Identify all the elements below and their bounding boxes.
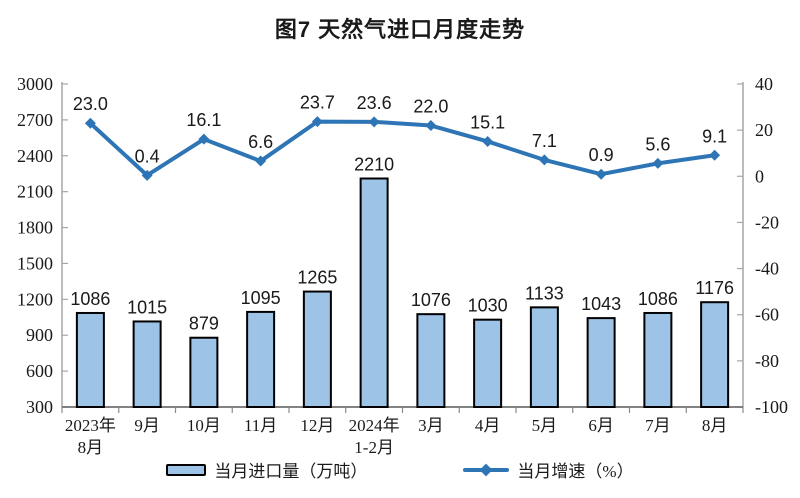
x-axis-category-label: 12月	[300, 416, 334, 435]
line-value-label: 7.1	[532, 131, 557, 151]
y-axis-right-tick-label: 20	[755, 120, 773, 140]
line-point-marker	[255, 155, 267, 167]
line-point-marker	[652, 157, 664, 169]
legend-label-import-volume: 当月进口量（万吨）	[214, 462, 368, 481]
line-point-marker	[595, 168, 607, 180]
y-axis-right-tick-label: -80	[755, 351, 779, 371]
x-axis-category-label: 2024年	[349, 416, 400, 435]
x-axis-category-label: 11月	[244, 416, 277, 435]
bar-value-label: 1176	[695, 278, 734, 298]
line-point-marker	[482, 135, 494, 147]
x-axis-category-label: 1-2月	[354, 438, 394, 457]
bar-value-label: 1086	[70, 289, 110, 309]
bar-import-volume	[416, 313, 446, 409]
y-axis-left-tick-label: 2100	[17, 182, 53, 202]
line-point-marker	[425, 120, 437, 132]
bar-value-label: 879	[189, 314, 219, 334]
bar-import-volume	[189, 336, 219, 408]
line-point-marker	[368, 116, 380, 128]
legend-label-growth-rate: 当月增速（%）	[517, 462, 634, 481]
y-axis-left-tick-label: 600	[26, 361, 53, 381]
y-axis-left-tick-label: 1800	[17, 218, 53, 238]
x-axis-category-label: 2023年	[65, 416, 116, 435]
x-axis-category-label: 8月	[702, 416, 728, 435]
line-value-label: 6.6	[248, 132, 273, 152]
bar-value-label: 1076	[411, 290, 451, 310]
y-axis-left-tick-label: 300	[26, 397, 53, 417]
y-axis-right-tick-label: 40	[755, 74, 773, 94]
bar-value-label: 1086	[638, 289, 678, 309]
bar-series-swatch-icon	[166, 463, 207, 476]
diamond-marker-icon	[480, 463, 493, 476]
line-value-label: 15.1	[470, 112, 505, 132]
line-point-marker	[538, 154, 550, 166]
line-value-label: 16.1	[186, 110, 221, 130]
bar-import-volume	[302, 290, 332, 408]
y-axis-left-tick-label: 900	[26, 325, 53, 345]
line-point-marker	[198, 133, 210, 145]
bar-import-volume	[586, 317, 616, 408]
bar-value-label: 1043	[581, 294, 621, 314]
line-point-marker	[709, 149, 721, 161]
line-value-label: 5.6	[645, 134, 670, 154]
y-axis-left-tick-label: 1200	[17, 289, 53, 309]
bar-value-label: 1030	[468, 296, 508, 316]
bar-import-volume	[643, 311, 673, 408]
growth-line	[88, 119, 717, 178]
y-axis-right-tick-label: 0	[755, 166, 764, 186]
bar-value-label: 2210	[354, 155, 394, 175]
bar-import-volume	[359, 177, 389, 408]
line-value-label: 0.4	[135, 146, 160, 166]
line-value-label: 23.0	[73, 94, 108, 114]
bar-value-label: 1133	[525, 283, 564, 303]
line-series-swatch-icon	[463, 463, 510, 476]
bar-import-volume	[246, 310, 276, 408]
line-value-label: 23.7	[300, 93, 335, 113]
y-axis-right-tick-label: -60	[755, 305, 779, 325]
bar-import-volume	[132, 320, 162, 408]
x-axis-category-label: 7月	[645, 416, 671, 435]
y-axis-right-tick-label: -100	[755, 397, 788, 417]
bar-import-volume	[75, 311, 105, 408]
y-axis-right-tick-label: -20	[755, 212, 779, 232]
line-value-label: 23.6	[357, 93, 392, 113]
x-axis-category-label: 3月	[418, 416, 444, 435]
y-axis-left-tick-label: 2700	[17, 110, 53, 130]
y-axis-left-tick-label: 1500	[17, 253, 53, 273]
line-value-label: 0.9	[589, 145, 614, 165]
bar-import-volume	[700, 301, 730, 408]
x-axis-category-label: 10月	[187, 416, 221, 435]
bar-import-volume	[473, 318, 503, 409]
bar-value-label: 1095	[241, 288, 281, 308]
line-value-label: 9.1	[702, 126, 727, 146]
legend-item-growth-rate: 当月增速（%）	[463, 457, 634, 482]
bar-value-label: 1015	[127, 297, 167, 317]
x-axis-category-label: 9月	[134, 416, 160, 435]
bar-value-label: 1265	[297, 268, 337, 288]
x-axis-category-label: 8月	[78, 438, 104, 457]
bar-import-volume	[529, 306, 559, 408]
legend-item-import-volume: 当月进口量（万吨）	[166, 457, 367, 482]
y-axis-left-tick-label: 3000	[17, 74, 53, 94]
x-axis-category-label: 4月	[475, 416, 501, 435]
chart-legend: 当月进口量（万吨） 当月增速（%）	[0, 457, 800, 482]
chart-title: 图7 天然气进口月度走势	[274, 17, 526, 42]
y-axis-left-tick-label: 2400	[17, 146, 53, 166]
x-axis-category-label: 6月	[588, 416, 614, 435]
y-axis-right-tick-label: -40	[755, 259, 779, 279]
line-point-marker	[141, 169, 153, 181]
line-point-marker	[311, 116, 323, 128]
x-axis-category-label: 5月	[532, 416, 558, 435]
line-value-label: 22.0	[413, 97, 448, 117]
line-point-marker	[84, 117, 96, 129]
